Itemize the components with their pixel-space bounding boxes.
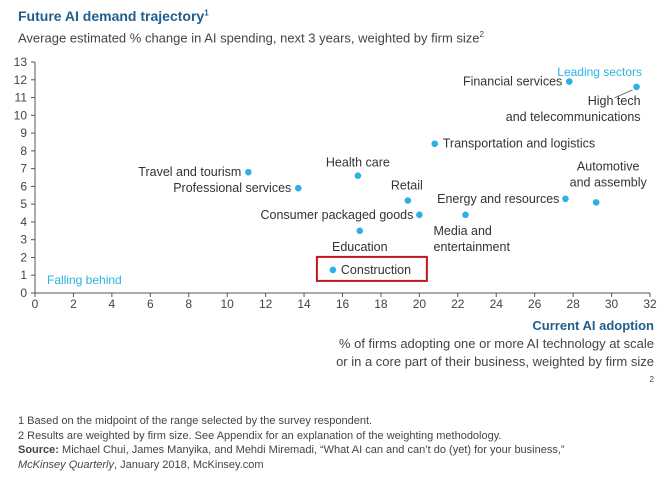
data-point-label: Transportation and logistics xyxy=(443,137,595,151)
y-tick-label: 5 xyxy=(20,197,27,211)
data-point-label: Travel and tourism xyxy=(138,165,241,179)
x-tick-label: 14 xyxy=(297,297,311,311)
y-tick-label: 7 xyxy=(20,162,27,176)
data-point xyxy=(354,172,362,180)
data-point xyxy=(462,211,469,219)
data-point xyxy=(562,195,569,203)
corner-label-leading: Leading sectors xyxy=(557,65,642,79)
data-point-label: Automotive xyxy=(577,159,640,173)
x-tick-label: 30 xyxy=(605,297,619,311)
x-tick-label: 20 xyxy=(413,297,427,311)
data-point-label: and telecommunications xyxy=(506,110,641,124)
y-tick-label: 3 xyxy=(20,233,27,247)
data-point-label: Education xyxy=(332,240,388,254)
y-tick-label: 4 xyxy=(20,215,27,229)
data-point-label: Energy and resources xyxy=(437,192,559,206)
x-axis-title: Current AI adoption xyxy=(532,318,654,333)
footnote-1: 1 Based on the midpoint of the range sel… xyxy=(18,415,373,427)
x-tick-label: 6 xyxy=(147,297,154,311)
x-tick-label: 2 xyxy=(70,297,77,311)
data-point-label: Retail xyxy=(391,179,423,193)
x-tick-label: 16 xyxy=(336,297,350,311)
data-point xyxy=(294,184,302,192)
source-line: Source: Michael Chui, James Manyika, and… xyxy=(18,444,565,456)
chart-title: Future AI demand trajectory1 xyxy=(18,8,209,24)
data-point-label: Consumer packaged goods xyxy=(261,208,414,222)
data-point xyxy=(431,140,439,148)
data-point xyxy=(404,197,412,204)
x-tick-label: 0 xyxy=(32,297,39,311)
data-point-label: entertainment xyxy=(434,240,511,254)
y-tick-label: 8 xyxy=(20,144,27,158)
data-point xyxy=(245,168,252,176)
y-tick-label: 1 xyxy=(20,268,27,282)
footnote-2: 2 Results are weighted by firm size. See… xyxy=(18,429,502,442)
y-tick-label: 10 xyxy=(14,108,28,122)
x-tick-label: 8 xyxy=(185,297,192,311)
x-tick-label: 10 xyxy=(221,297,235,311)
y-tick-label: 12 xyxy=(14,73,28,87)
x-tick-label: 28 xyxy=(566,297,580,311)
x-axis-label: % of firms adopting one or more AI techn… xyxy=(336,336,654,384)
highlight-box xyxy=(315,255,428,282)
data-point xyxy=(329,266,337,274)
data-point xyxy=(565,78,573,85)
data-point xyxy=(356,227,364,235)
data-point-label: High tech xyxy=(588,94,641,108)
data-marks: Financial services High tech and telecommu… xyxy=(138,75,648,282)
y-tick-label: 9 xyxy=(20,126,27,140)
data-point-label: Professional services xyxy=(173,181,291,195)
data-point xyxy=(416,211,423,219)
x-tick-label: 12 xyxy=(259,297,273,311)
x-tick-label: 32 xyxy=(643,297,657,311)
corner-label-falling: Falling behind xyxy=(47,273,122,287)
y-tick-label: 11 xyxy=(15,91,28,105)
data-point-label: and assembly xyxy=(570,175,648,189)
x-tick-label: 26 xyxy=(528,297,542,311)
data-point-label: Health care xyxy=(326,156,390,170)
source-publication: McKinsey Quarterly, January 2018, McKins… xyxy=(18,458,264,471)
x-tick-label: 18 xyxy=(374,297,388,311)
label-leader xyxy=(614,89,633,99)
data-point-label: Construction xyxy=(341,263,411,277)
data-point-label: Financial services xyxy=(463,75,562,89)
y-tick-label: 0 xyxy=(20,286,27,300)
x-tick-label: 22 xyxy=(451,297,465,311)
data-point xyxy=(633,83,640,91)
y-tick-label: 2 xyxy=(20,250,27,264)
y-tick-label: 6 xyxy=(20,179,27,193)
chart-subtitle: Average estimated % change in AI spendin… xyxy=(18,30,484,46)
y-tick-label: 13 xyxy=(14,55,28,69)
data-point xyxy=(592,199,600,206)
footnotes: 1 Based on the midpoint of the range sel… xyxy=(18,414,565,472)
data-point-label: Media and xyxy=(434,224,492,238)
x-tick-label: 24 xyxy=(490,297,504,311)
x-tick-label: 4 xyxy=(109,297,116,311)
